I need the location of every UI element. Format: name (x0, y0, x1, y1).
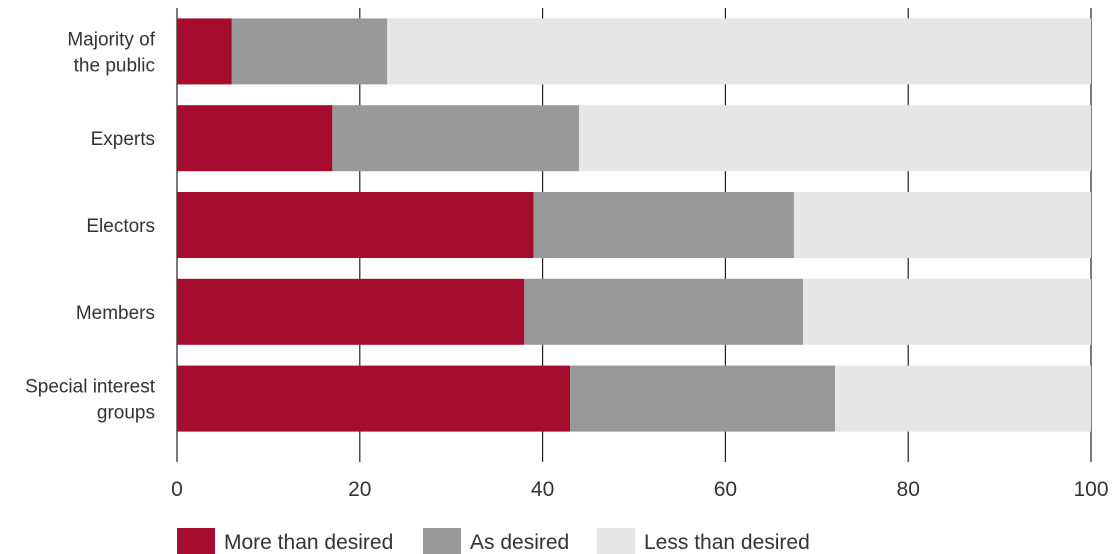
bar-0-0 (177, 18, 232, 85)
category-label: Electors (86, 216, 155, 237)
legend-swatch (177, 528, 215, 554)
x-tick-label: 20 (348, 478, 371, 501)
x-tick-label: 0 (171, 478, 183, 501)
category-label: Experts (91, 129, 155, 150)
bar-0-3 (177, 278, 525, 345)
category-labels: Majority of the public Experts Electors Memb… (25, 29, 156, 423)
bar-1-3 (524, 278, 804, 345)
bar-2-3 (803, 278, 1091, 345)
x-tick-label: 80 (897, 478, 920, 501)
x-axis: 0 20 40 60 80 100 (171, 478, 1108, 501)
bar-0-1 (177, 105, 333, 172)
bars (177, 18, 1092, 432)
bar-0-4 (177, 365, 571, 432)
category-label: Members (76, 303, 155, 324)
legend-swatch (423, 528, 461, 554)
bar-2-0 (387, 18, 1092, 85)
category-label: Special interest groups (25, 377, 156, 424)
bar-1-0 (231, 18, 388, 85)
bar-1-2 (533, 192, 794, 258)
bar-2-1 (579, 105, 1091, 172)
x-tick-label: 100 (1073, 478, 1108, 501)
legend-label: As desired (470, 531, 569, 554)
bar-2-4 (835, 365, 1091, 432)
legend-label: More than desired (224, 531, 393, 554)
legend-swatch (597, 528, 635, 554)
category-label: Majority of the public (67, 29, 155, 76)
x-tick-label: 40 (531, 478, 554, 501)
bar-0-2 (177, 192, 534, 258)
bar-1-1 (332, 105, 580, 172)
bar-2-2 (793, 192, 1091, 258)
x-tick-label: 60 (714, 478, 737, 501)
bar-1-4 (570, 365, 836, 432)
legend-label: Less than desired (644, 531, 810, 554)
legend: More than desired As desired Less than des… (177, 528, 810, 554)
